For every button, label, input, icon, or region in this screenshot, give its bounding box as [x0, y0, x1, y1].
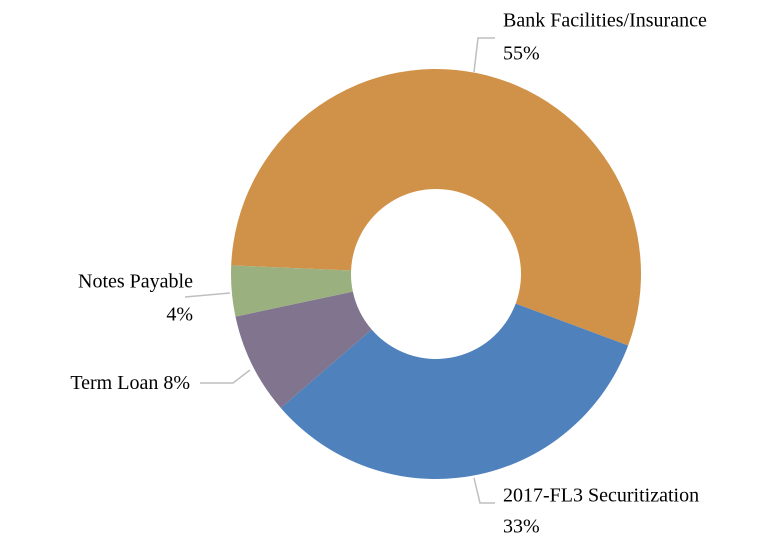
value-label: 8%	[163, 372, 190, 394]
category-label: Term Loan	[70, 372, 158, 394]
slice	[280, 303, 629, 479]
value-label: 33%	[503, 516, 540, 538]
slice	[231, 265, 353, 317]
slice	[231, 68, 642, 346]
leader-line	[473, 477, 495, 504]
category-label: 2017-FL3 Securitization	[503, 485, 699, 507]
leader-line	[184, 292, 231, 298]
value-label: 55%	[503, 43, 540, 65]
category-label: Bank Facilities/Insurance	[503, 10, 707, 32]
leader-line	[473, 37, 495, 73]
leader-line	[200, 369, 251, 384]
value-label: 4%	[166, 304, 193, 326]
data-label: Term Loan 8%	[70, 372, 190, 394]
slice	[235, 291, 372, 408]
category-label: Notes Payable	[78, 271, 193, 293]
